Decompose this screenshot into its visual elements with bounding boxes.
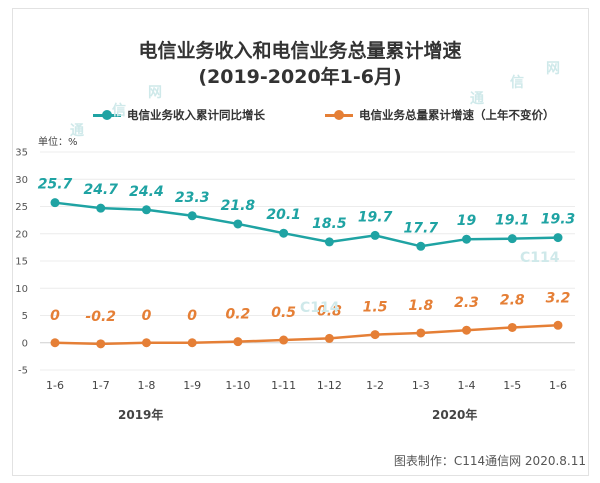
- data-point: [553, 320, 563, 330]
- data-label: 0.5: [271, 305, 296, 321]
- data-point: [50, 338, 60, 348]
- x-tick-label: 1-11: [271, 379, 296, 392]
- data-label: 1.5: [363, 300, 388, 316]
- data-label: 24.4: [129, 184, 164, 200]
- x-tick-label: 1-10: [225, 379, 250, 392]
- series-line: [54, 201, 559, 248]
- data-point: [187, 338, 197, 348]
- data-label: 0.8: [317, 303, 342, 319]
- data-label: 20.1: [266, 207, 301, 223]
- x-tick-label: 1-8: [137, 379, 155, 392]
- data-point: [141, 338, 151, 348]
- data-label: 3.2: [546, 290, 571, 306]
- chart-title: 电信业务收入和电信业务总量累计增速: [138, 40, 462, 62]
- data-label: 17.7: [404, 220, 439, 236]
- data-label: 21.8: [221, 198, 256, 214]
- legend-marker-revenue: [93, 109, 121, 120]
- data-point: [416, 328, 426, 338]
- data-label: 19.7: [358, 209, 393, 225]
- data-point: [187, 211, 197, 221]
- data-point: [553, 233, 563, 243]
- data-point: [324, 333, 334, 343]
- x-tick-label: 1-9: [183, 379, 201, 392]
- y-axis-unit: 单位：%: [38, 137, 78, 148]
- y-tick-label: 0: [22, 338, 28, 349]
- x-tick-label: 1-3: [412, 379, 430, 392]
- data-point: [324, 237, 334, 247]
- data-point: [462, 325, 472, 335]
- legend-label-revenue: 电信业务收入累计同比增长: [127, 108, 265, 122]
- data-label: 0: [187, 308, 197, 324]
- data-point: [141, 205, 151, 215]
- data-label: 19.1: [495, 213, 530, 229]
- data-label: 2.8: [500, 292, 525, 308]
- data-label: 19.3: [541, 212, 576, 228]
- watermark-text: 通: [70, 123, 84, 139]
- data-point: [370, 230, 380, 240]
- data-label: 18.5: [312, 216, 347, 232]
- data-point: [96, 339, 106, 349]
- data-label: 2.3: [454, 295, 479, 311]
- data-label: 25.7: [38, 177, 73, 193]
- x-tick-label: 1-6: [549, 379, 567, 392]
- x-tick-label: 1-7: [92, 379, 110, 392]
- x-tick-label: 1-2: [366, 379, 384, 392]
- legend-item-revenue: 电信业务收入累计同比增长: [93, 107, 265, 123]
- watermark-text: 信: [112, 103, 126, 119]
- data-point: [96, 203, 106, 213]
- year-label-2019: 2019年: [118, 408, 164, 422]
- y-tick-label: 5: [22, 311, 28, 322]
- legend-item-volume: 电信业务总量累计增速（上年不变价）: [325, 107, 555, 123]
- y-tick-label: 20: [15, 229, 28, 240]
- data-point: [50, 198, 60, 208]
- data-label: -0.2: [85, 309, 116, 325]
- watermark-logo: C114: [300, 300, 340, 316]
- data-label: 23.3: [175, 190, 210, 206]
- data-label: 24.7: [83, 182, 118, 198]
- y-tick-label: 10: [15, 284, 28, 295]
- watermark-text: 通: [470, 91, 484, 107]
- data-point: [416, 241, 426, 251]
- data-point: [507, 322, 517, 332]
- y-tick-label: 25: [15, 202, 28, 213]
- data-point: [507, 234, 517, 244]
- y-tick-label: -5: [18, 366, 28, 377]
- data-label: 0: [142, 308, 152, 324]
- data-point: [370, 330, 380, 340]
- year-label-2020: 2020年: [432, 408, 478, 422]
- watermark-text: 网: [148, 85, 162, 101]
- data-label: 0: [50, 308, 60, 324]
- watermark-text: 信: [510, 75, 524, 91]
- data-label: 1.8: [408, 298, 433, 314]
- data-point: [233, 219, 243, 229]
- legend-label-volume: 电信业务总量累计增速（上年不变价）: [359, 108, 555, 122]
- data-point: [233, 337, 243, 347]
- series-line: [54, 324, 559, 346]
- x-tick-label: 1-4: [458, 379, 476, 392]
- chart-frame: [12, 8, 589, 476]
- data-point: [279, 228, 289, 238]
- data-label: 0.2: [226, 307, 251, 323]
- y-tick-label: 35: [15, 148, 28, 159]
- x-tick-label: 1-5: [503, 379, 521, 392]
- x-tick-label: 1-6: [46, 379, 64, 392]
- chart-subtitle: (2019-2020年1-6月): [198, 66, 402, 88]
- chart-credit: 图表制作：C114通信网 2020.8.11: [393, 454, 586, 468]
- legend-marker-volume: [325, 109, 353, 120]
- y-tick-label: 30: [15, 175, 28, 186]
- y-tick-label: 15: [15, 257, 28, 268]
- watermark-logo: C114: [520, 250, 560, 266]
- data-point: [462, 234, 472, 244]
- x-tick-label: 1-12: [317, 379, 342, 392]
- data-point: [279, 335, 289, 345]
- watermark-text: 网: [546, 61, 560, 77]
- data-label: 19: [457, 213, 477, 229]
